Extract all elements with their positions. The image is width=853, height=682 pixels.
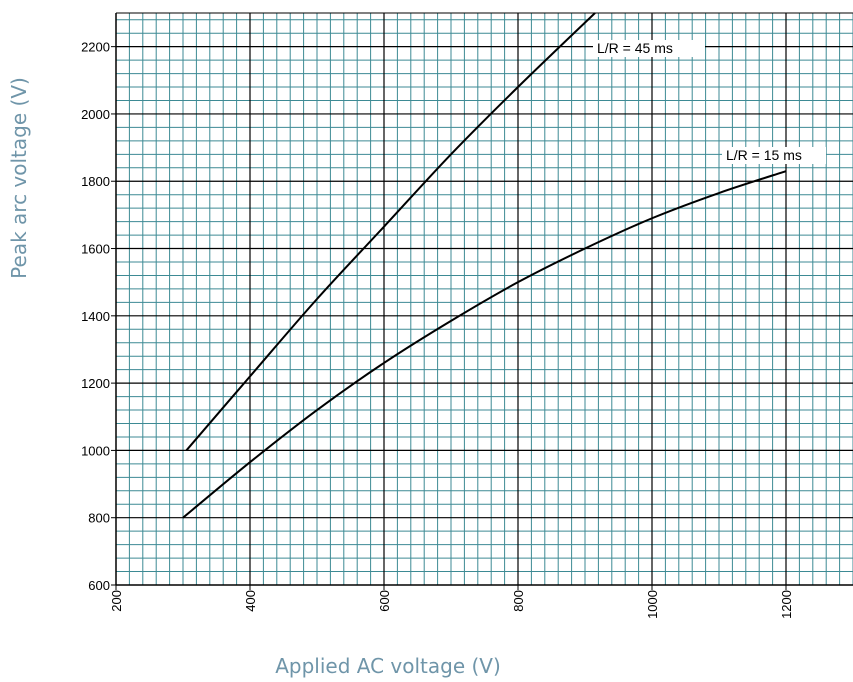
y-tick-label: 800 xyxy=(88,511,110,526)
x-tick-label: 1200 xyxy=(779,590,794,619)
y-tick-label: 1000 xyxy=(81,443,110,458)
x-tick-labels: 200 400 600 800 1000 1200 xyxy=(109,585,794,619)
x-axis-title: Applied AC voltage (V) xyxy=(275,654,501,678)
series-label-background xyxy=(593,40,705,57)
y-tick-label: 600 xyxy=(88,578,110,593)
axes xyxy=(115,12,853,586)
series-label-15ms: L/R = 15 ms xyxy=(726,147,802,163)
minor-gridlines xyxy=(116,13,853,585)
series-line xyxy=(185,12,596,452)
y-tick-label: 1400 xyxy=(81,309,110,324)
x-tick-label: 400 xyxy=(243,590,258,612)
x-tick-label: 200 xyxy=(109,590,124,612)
y-tick-label: 1800 xyxy=(81,174,110,189)
y-tick-label: 1200 xyxy=(81,376,110,391)
x-tick-label: 800 xyxy=(511,590,526,612)
y-axis-title: Peak arc voltage (V) xyxy=(7,77,31,279)
x-tick-label: 1000 xyxy=(645,590,660,619)
x-tick-label: 600 xyxy=(377,590,392,612)
major-gridlines xyxy=(116,13,853,585)
series-label-background xyxy=(722,147,826,164)
series-lines xyxy=(182,12,787,519)
series-label-45ms: L/R = 45 ms xyxy=(597,40,673,56)
series-line xyxy=(182,170,787,519)
y-tick-label: 2200 xyxy=(81,40,110,55)
y-tick-label: 2000 xyxy=(81,107,110,122)
y-tick-label: 1600 xyxy=(81,242,110,257)
series-labels: L/R = 45 ms L/R = 15 ms xyxy=(593,40,826,164)
y-tick-labels: 600 800 1000 1200 1400 1600 1800 2000 2200 xyxy=(81,40,116,593)
